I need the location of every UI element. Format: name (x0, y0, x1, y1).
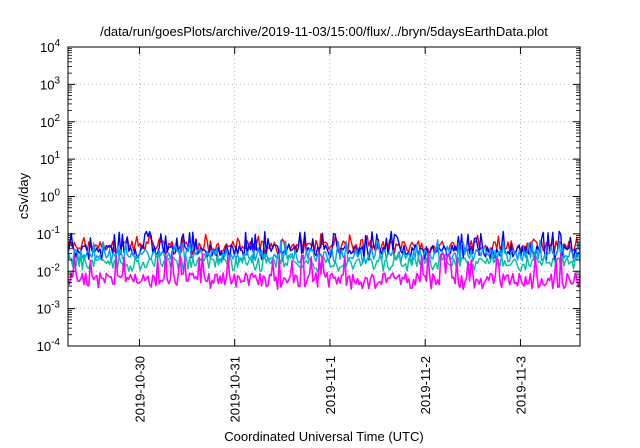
x-tick-label: 2019-10-30 (132, 356, 147, 423)
y-tick-label: 102 (40, 113, 60, 130)
y-tick-label: 10-1 (37, 225, 61, 242)
y-tick-label: 100 (40, 188, 60, 205)
y-tick-label: 104 (40, 38, 60, 55)
x-axis-label: Coordinated Universal Time (UTC) (224, 429, 423, 444)
y-tick-label: 10-4 (37, 337, 61, 354)
y-tick-label: 103 (40, 75, 60, 92)
y-tick-label: 10-2 (37, 262, 61, 279)
y-tick-labels: 10-4 10-3 10-2 10-1 100 101 102 103 104 (37, 38, 61, 354)
axis-ticks (68, 46, 580, 347)
y-tick-label: 101 (40, 150, 60, 167)
y-axis-label: cSv/day (16, 172, 31, 219)
x-tick-label: 2019-11-3 (513, 356, 528, 414)
series-group (67, 230, 581, 291)
x-tick-label: 2019-11-1 (323, 356, 338, 414)
x-tick-label: 2019-11-2 (418, 356, 433, 414)
series-line (67, 239, 581, 265)
chart-title: /data/run/goesPlots/archive/2019-11-03/1… (100, 24, 548, 39)
x-tick-labels: 2019-10-30 2019-10-31 2019-11-1 2019-11-2 20… (132, 356, 528, 423)
y-tick-label: 10-3 (37, 300, 61, 317)
x-tick-label: 2019-10-31 (228, 356, 243, 423)
grid (68, 47, 580, 346)
series-line (67, 253, 581, 291)
series-line (67, 252, 581, 273)
